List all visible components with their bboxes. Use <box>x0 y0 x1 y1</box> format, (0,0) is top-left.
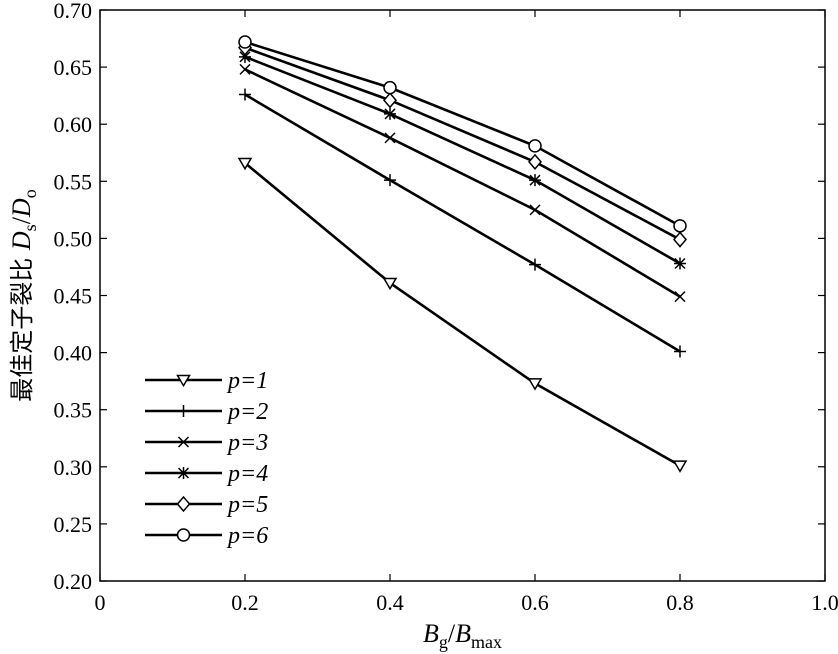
x-label-base: B <box>423 619 439 648</box>
x-tick-label: 0 <box>95 590 106 615</box>
marker-plus <box>384 174 396 187</box>
series-p-3 <box>239 63 686 303</box>
marker-asterisk <box>239 50 251 63</box>
y-label-den: D <box>7 198 36 218</box>
series-line <box>244 46 681 241</box>
plot-frame <box>99 9 826 582</box>
marker-circle <box>528 139 542 153</box>
marker-triangle-down <box>237 157 253 171</box>
x-label-den: B <box>455 619 471 648</box>
y-tick-label: 0.55 <box>54 169 93 194</box>
series-line <box>244 162 681 467</box>
x-tick-label: 0.2 <box>231 590 259 615</box>
marker-x <box>239 63 251 75</box>
series-p-5 <box>238 39 687 248</box>
y-tick-label: 0.60 <box>54 112 93 137</box>
x-tick-label: 1.0 <box>811 590 838 615</box>
y-tick-label: 0.20 <box>54 569 93 594</box>
x-tick-label: 0.4 <box>376 590 404 615</box>
marker-circle <box>383 80 397 95</box>
x-tick-label: 0.8 <box>666 590 694 615</box>
series-line <box>244 68 681 298</box>
y-tick-label: 0.65 <box>54 55 93 80</box>
marker-asterisk <box>674 257 686 270</box>
legend-item: p=5 <box>145 492 268 518</box>
x-label-den-sub: max <box>471 632 502 652</box>
marker-diamond <box>176 495 191 513</box>
y-label-base-sub: s <box>20 224 40 231</box>
legend-label: p=2 <box>226 399 268 425</box>
series-p-6 <box>238 35 687 233</box>
marker-asterisk <box>384 107 396 120</box>
marker-x <box>529 204 541 216</box>
marker-plus <box>239 88 251 101</box>
marker-x <box>674 291 686 303</box>
series-p-2 <box>239 88 686 358</box>
y-label-prefix: 最佳定子裂比 <box>8 250 36 402</box>
marker-diamond <box>528 153 542 171</box>
series-group <box>237 35 688 473</box>
legend: p=1 p=2 p=3 p=4 p=5 p=6 <box>145 368 268 549</box>
marker-x <box>384 132 396 144</box>
x-label-base-sub: g <box>439 632 448 652</box>
marker-triangle-down <box>527 378 543 391</box>
marker-plus <box>529 258 541 271</box>
marker-plus <box>177 405 190 417</box>
y-tick-label: 0.70 <box>54 0 93 23</box>
marker-circle <box>673 219 687 233</box>
legend-label: p=3 <box>226 430 268 456</box>
legend-item: p=4 <box>145 461 268 487</box>
marker-circle <box>238 35 252 49</box>
marker-triangle-down <box>176 374 191 388</box>
series-line <box>244 40 681 227</box>
legend-item: p=2 <box>145 399 268 425</box>
x-label-divider: / <box>448 619 456 648</box>
y-tick-label: 0.50 <box>54 226 93 251</box>
x-tick-label: 0.6 <box>521 590 549 615</box>
legend-label: p=1 <box>226 368 268 394</box>
series-p-1 <box>237 157 688 473</box>
y-tick-label: 0.35 <box>54 398 93 423</box>
y-tick-label: 0.30 <box>54 455 93 480</box>
marker-asterisk <box>177 467 190 479</box>
y-label-divider: / <box>7 216 36 224</box>
series-line <box>244 55 681 265</box>
legend-item: p=6 <box>145 523 268 549</box>
x-axis-label: Bg/Bmax <box>423 619 502 652</box>
y-tick-label: 0.45 <box>54 284 93 309</box>
marker-triangle-down <box>382 277 398 291</box>
marker-diamond <box>673 231 687 248</box>
y-tick-label: 0.40 <box>54 341 93 366</box>
legend-label: p=6 <box>226 523 268 549</box>
legend-label: p=5 <box>226 492 268 518</box>
y-tick-label: 0.25 <box>54 512 93 537</box>
marker-plus <box>674 345 686 358</box>
marker-triangle-down <box>672 460 688 473</box>
axes: 0 0.2 0.4 0.6 0.8 1.0 0.20 0.25 0.30 0.35 0.40 0.45… <box>54 0 838 615</box>
legend-item: p=3 <box>145 430 268 456</box>
marker-circle <box>176 528 191 542</box>
y-axis-label: 最佳定子裂比 Ds/Do <box>7 189 40 401</box>
legend-label: p=4 <box>226 461 268 487</box>
marker-x <box>177 436 190 448</box>
series-line <box>244 93 681 353</box>
marker-diamond <box>383 92 397 109</box>
marker-asterisk <box>529 174 541 187</box>
series-p-4 <box>239 50 686 270</box>
y-label-den-sub: o <box>20 189 40 198</box>
y-label-base: D <box>7 231 36 251</box>
legend-item: p=1 <box>145 368 268 394</box>
